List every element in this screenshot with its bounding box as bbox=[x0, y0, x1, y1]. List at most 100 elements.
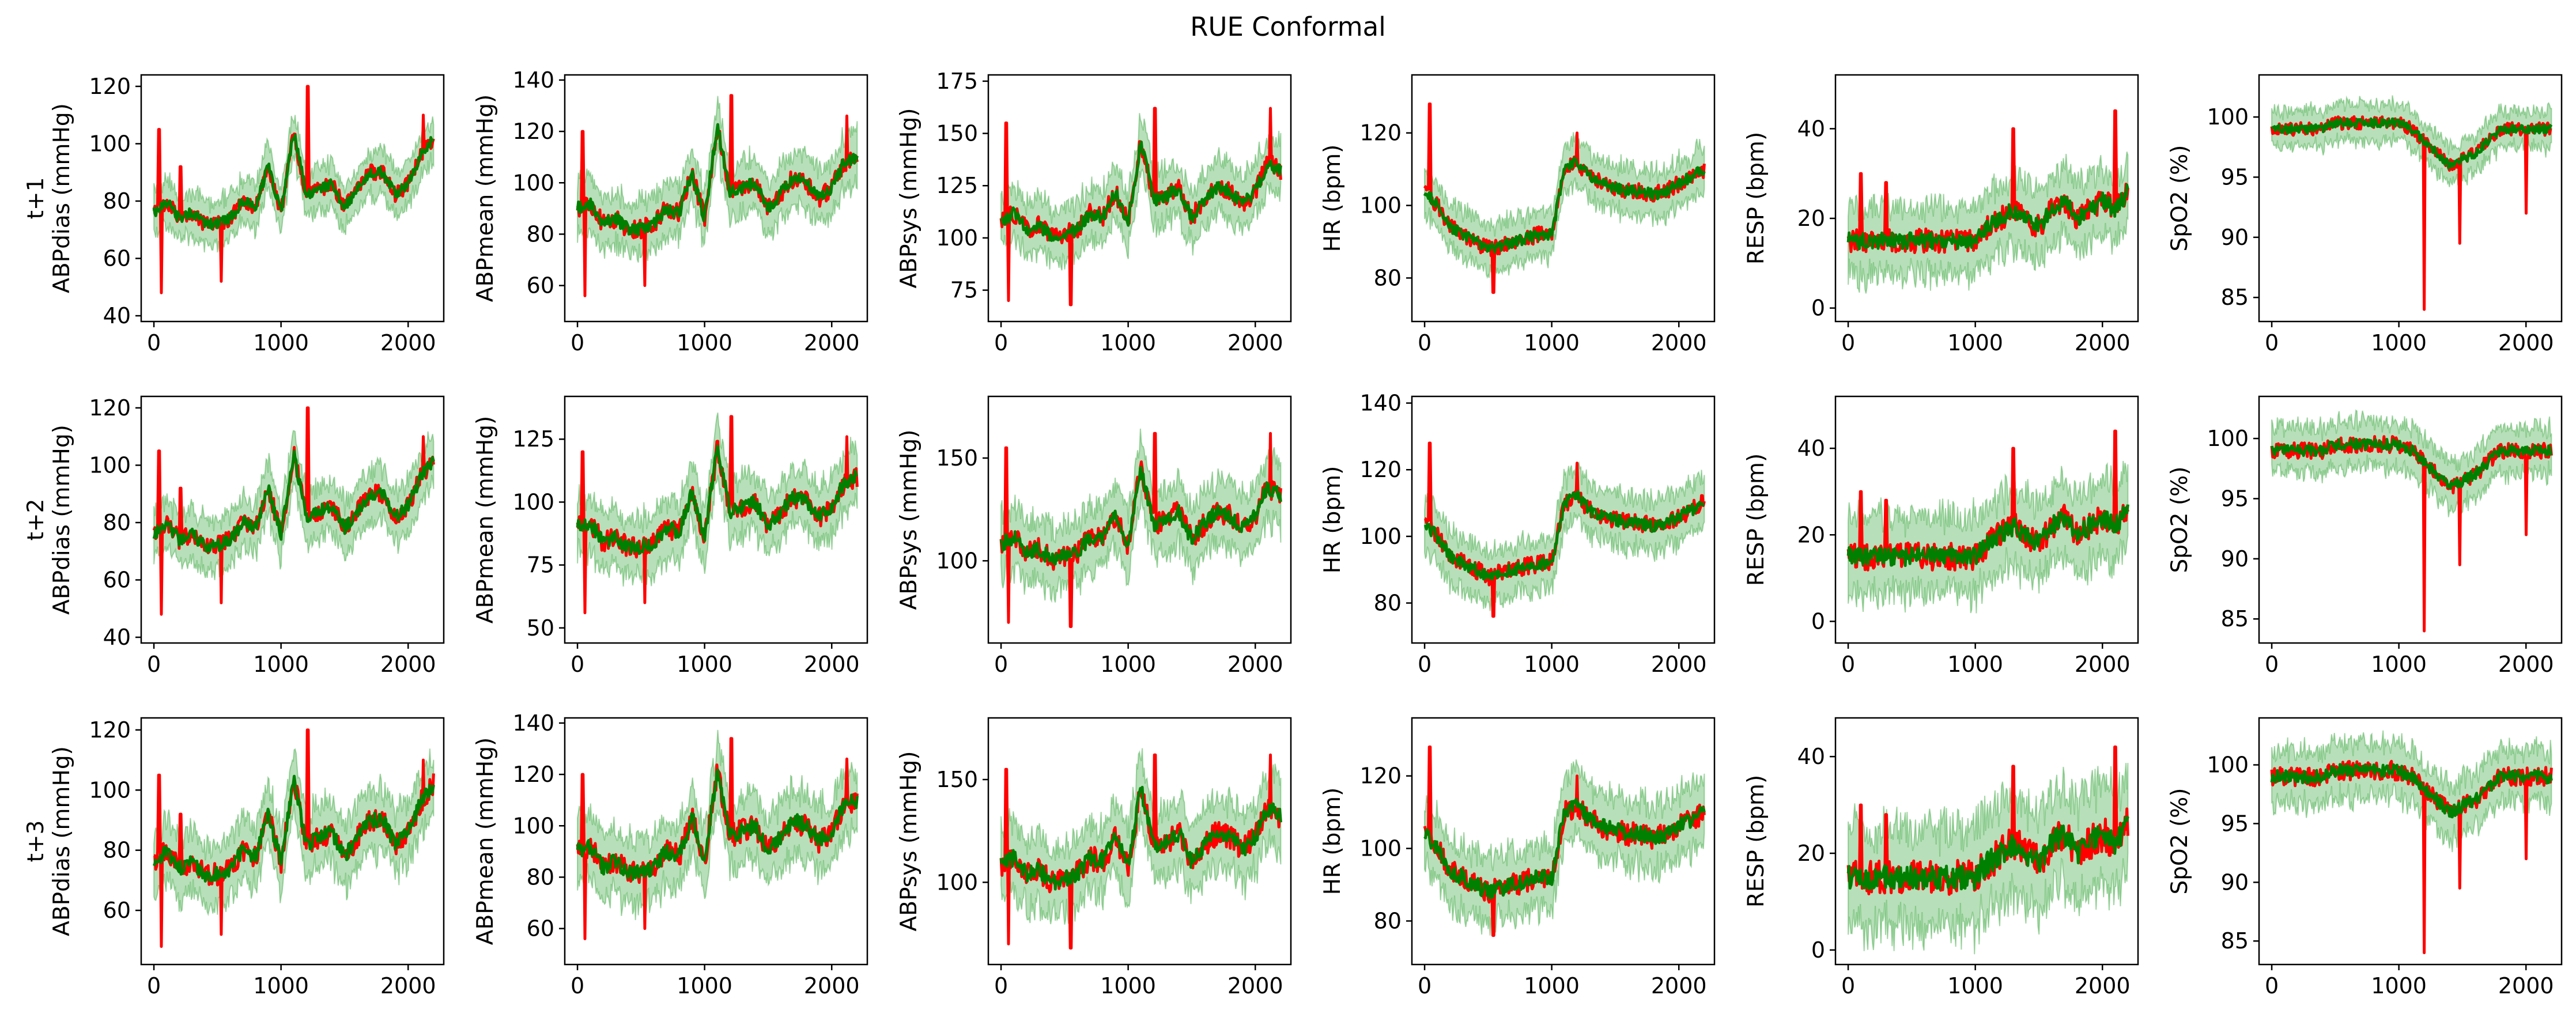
axes-frame bbox=[2258, 395, 2563, 644]
y-tick-label: 120 bbox=[1359, 457, 1402, 482]
axes-frame bbox=[1411, 74, 1716, 323]
y-tick-label: 80 bbox=[1374, 591, 1402, 616]
prediction-line bbox=[999, 785, 1282, 891]
x-tick-label: 2000 bbox=[2498, 973, 2554, 998]
y-tick-label: 120 bbox=[89, 395, 131, 421]
x-tick-label: 0 bbox=[994, 973, 1008, 998]
plot-area bbox=[152, 85, 435, 294]
x-tick-label: 1000 bbox=[1100, 973, 1156, 998]
plot-area bbox=[1423, 745, 1706, 937]
y-tick-label: 140 bbox=[512, 67, 554, 93]
axes-frame bbox=[987, 74, 1292, 323]
panel-r1-c2: 0 1000 2000 60 80 100 120 140 ABPmean (mmHg) bbox=[473, 67, 868, 355]
x-tick-label: 0 bbox=[147, 652, 161, 677]
prediction-line bbox=[152, 774, 435, 883]
x-tick-label: 1000 bbox=[253, 973, 309, 998]
y-tick-label: 90 bbox=[2221, 225, 2249, 250]
axes-frame bbox=[2258, 74, 2563, 323]
plot-area bbox=[2270, 730, 2553, 955]
plot-area bbox=[152, 728, 435, 948]
x-tick-label: 0 bbox=[1418, 652, 1431, 677]
y-tick-label: 100 bbox=[89, 131, 131, 156]
y-axis-label: ABPmean (mmHg) bbox=[473, 737, 498, 945]
x-tick-label: 0 bbox=[1841, 652, 1855, 677]
y-tick-label: 40 bbox=[103, 303, 131, 328]
x-tick-label: 0 bbox=[2265, 973, 2279, 998]
y-tick-label: 80 bbox=[103, 510, 131, 535]
y-axis-label: RESP (bpm) bbox=[1743, 132, 1769, 264]
panel-r2-c1: 0 1000 2000 40 60 80 100 120 ABPdias (mmHg)t+2 bbox=[23, 395, 445, 677]
y-axis-label: RESP (bpm) bbox=[1743, 453, 1769, 586]
y-tick-label: 60 bbox=[103, 246, 131, 271]
x-tick-label: 2000 bbox=[1651, 330, 1707, 355]
x-tick-label: 1000 bbox=[1947, 973, 2003, 998]
prediction-line bbox=[1846, 183, 2129, 251]
panel-r1-c3: 0 1000 2000 75 100 125 150 175 ABPsys (mmHg) bbox=[896, 69, 1292, 355]
y-tick-label: 140 bbox=[512, 710, 554, 736]
axes-frame bbox=[140, 74, 445, 323]
y-tick-label: 100 bbox=[1359, 193, 1402, 218]
x-tick-label: 0 bbox=[571, 330, 584, 355]
y-tick-label: 80 bbox=[1374, 265, 1402, 290]
prediction-line bbox=[1423, 490, 1705, 581]
prediction-line bbox=[2270, 763, 2553, 819]
plot-area bbox=[1846, 109, 2129, 294]
x-tick-label: 1000 bbox=[2371, 330, 2427, 355]
plot-area bbox=[999, 428, 1282, 628]
y-tick-label: 20 bbox=[1797, 522, 1825, 547]
x-tick-label: 2000 bbox=[1651, 652, 1707, 677]
panel-r1-c5: 0 1000 2000 0 20 40 RESP (bpm) bbox=[1743, 74, 2139, 355]
x-tick-label: 1000 bbox=[677, 330, 732, 355]
prediction-line bbox=[1423, 157, 1706, 254]
axes-frame bbox=[2258, 717, 2563, 966]
x-tick-label: 0 bbox=[994, 652, 1008, 677]
axes-frame bbox=[1411, 717, 1716, 966]
y-tick-label: 100 bbox=[2207, 104, 2249, 130]
axes-frame bbox=[987, 395, 1292, 644]
prediction-line bbox=[2270, 437, 2553, 490]
y-tick-label: 175 bbox=[936, 69, 978, 94]
plot-area bbox=[1423, 102, 1706, 294]
panel-r1-c4: 0 1000 2000 80 100 120 HR (bpm) bbox=[1320, 74, 1716, 355]
y-tick-label: 40 bbox=[103, 625, 131, 650]
y-tick-label: 100 bbox=[936, 548, 978, 573]
y-tick-label: 60 bbox=[103, 568, 131, 593]
x-tick-label: 2000 bbox=[1227, 652, 1283, 677]
plot-area bbox=[576, 412, 859, 615]
axes-frame bbox=[1411, 395, 1716, 644]
prediction-line bbox=[1423, 797, 1706, 900]
panel-r2-c4: 0 1000 2000 80 100 120 140 HR (bpm) bbox=[1320, 391, 1716, 677]
axes-frame bbox=[1834, 717, 2139, 966]
panel-r2-c6: 0 1000 2000 85 90 95 100 SpO2 (%) bbox=[2167, 395, 2563, 677]
x-tick-label: 1000 bbox=[1947, 330, 2003, 355]
x-tick-label: 1000 bbox=[253, 652, 309, 677]
y-tick-label: 40 bbox=[1797, 744, 1825, 769]
x-tick-label: 1000 bbox=[1524, 330, 1580, 355]
axes-frame bbox=[987, 717, 1292, 966]
y-tick-label: 20 bbox=[1797, 841, 1825, 866]
y-tick-label: 100 bbox=[2207, 752, 2249, 778]
x-tick-label: 0 bbox=[147, 973, 161, 998]
x-tick-label: 1000 bbox=[253, 330, 309, 355]
y-axis-label: RESP (bpm) bbox=[1743, 775, 1769, 907]
row-label: t+3 bbox=[23, 820, 49, 863]
y-tick-label: 120 bbox=[1359, 763, 1402, 789]
y-axis-label: ABPmean (mmHg) bbox=[473, 94, 498, 302]
plot-area bbox=[1846, 745, 2129, 955]
x-tick-label: 2000 bbox=[804, 330, 860, 355]
y-tick-label: 140 bbox=[1359, 391, 1402, 416]
panel-r2-c5: 0 1000 2000 0 20 40 RESP (bpm) bbox=[1743, 395, 2139, 677]
y-axis-label: SpO2 (%) bbox=[2167, 467, 2193, 573]
x-tick-label: 2000 bbox=[2075, 330, 2131, 355]
y-tick-label: 150 bbox=[936, 121, 978, 146]
y-tick-label: 100 bbox=[89, 777, 131, 803]
prediction-line bbox=[1000, 140, 1282, 242]
x-tick-label: 0 bbox=[994, 330, 1008, 355]
y-axis-label: ABPmean (mmHg) bbox=[473, 416, 498, 623]
x-tick-label: 2000 bbox=[380, 973, 436, 998]
prediction-line bbox=[1846, 504, 2129, 568]
x-tick-label: 1000 bbox=[677, 652, 732, 677]
y-tick-label: 0 bbox=[1811, 937, 1825, 963]
y-tick-label: 60 bbox=[103, 898, 131, 923]
prediction-line bbox=[576, 444, 859, 555]
